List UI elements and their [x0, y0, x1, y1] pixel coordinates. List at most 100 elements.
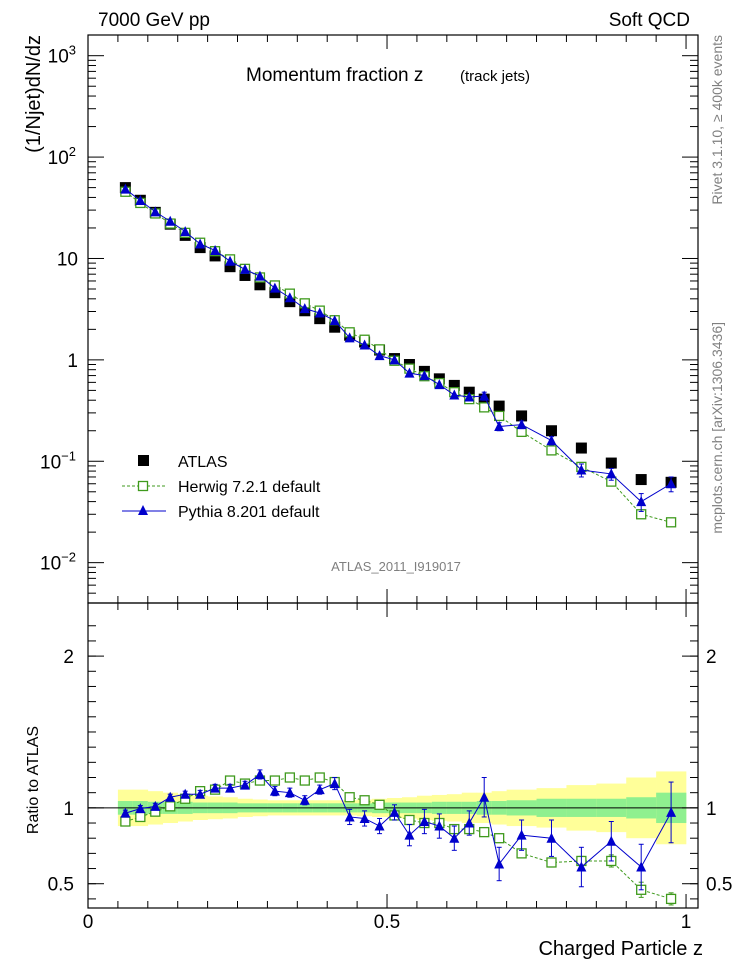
ratio-point-pythia: [606, 835, 617, 846]
legend-label-pythia: Pythia 8.201 default: [178, 504, 320, 521]
main-point-atlas: [575, 442, 587, 454]
main-point-pythia: [359, 339, 370, 350]
ratio-point-pythia: [419, 816, 430, 827]
main-point-pythia: [434, 379, 445, 390]
ratio-point-pythia: [576, 861, 587, 872]
ratio-point-pythia: [269, 785, 280, 796]
ratio-ytick-label: 1: [63, 799, 74, 820]
main-point-pythia: [636, 496, 647, 507]
main-point-pythia: [374, 350, 385, 361]
ratio-point-pythia: [434, 820, 445, 831]
main-point-pythia: [254, 270, 265, 281]
main-point-pythia: [284, 292, 295, 303]
side-label-bottom: mcplots.cern.ch [arXiv:1306.3436]: [709, 322, 725, 534]
main-point-atlas: [314, 313, 326, 325]
ratio-point-pythia: [449, 832, 460, 843]
main-ytick-label: 10−2: [40, 550, 76, 575]
ratio-y-axis-label: Ratio to ATLAS: [25, 726, 42, 834]
ratio-xtick-label: 1: [681, 912, 692, 933]
main-point-pythia: [404, 367, 415, 378]
legend: ATLAS Herwig 7.2.1 default Pythia 8.201 …: [122, 454, 321, 521]
ratio-point-pythia: [314, 784, 325, 795]
main-point-pythia: [135, 195, 146, 206]
ratio-point-herwig: [404, 814, 415, 826]
ratio-ytick-label-right: 2: [706, 647, 717, 668]
main-ytick-label: 102: [48, 144, 76, 169]
ratio-point-herwig: [314, 772, 325, 783]
main-point-pythia: [344, 332, 355, 343]
main-point-atlas: [545, 425, 557, 437]
energy-label: 7000 GeV pp: [98, 10, 210, 31]
main-point-pythia: [299, 303, 310, 314]
ratio-ytick-label-right: 1: [706, 799, 717, 820]
ratio-point-pythia: [284, 787, 295, 798]
ratio-point-herwig: [359, 795, 370, 806]
ratio-frame: [87, 602, 699, 909]
process-label: Soft QCD: [609, 10, 690, 31]
ratio-point-herwig: [344, 792, 355, 803]
plot-title: Momentum fraction z: [246, 65, 423, 86]
main-point-pythia: [494, 421, 505, 432]
ratio-xtick-label: 0: [83, 912, 94, 933]
main-point-atlas: [224, 261, 236, 273]
ratio-point-herwig: [546, 857, 557, 868]
ratio-point-pythia: [464, 817, 475, 828]
main-point-herwig: [479, 402, 490, 413]
main-point-atlas: [269, 287, 281, 299]
main-point-pythia: [449, 389, 460, 400]
side-label-top: Rivet 3.1.10, ≥ 400k events: [709, 35, 725, 205]
legend-marker-atlas: [138, 455, 149, 466]
ratio-xtick-label: 0.5: [374, 912, 400, 933]
ratio-point-pythia: [120, 807, 131, 818]
ratio-point-pythia: [329, 778, 340, 789]
ratio-point-pythia: [359, 812, 370, 823]
ratio-ytick-label-right: 0.5: [706, 875, 732, 896]
ratio-point-pythia: [546, 832, 557, 843]
ratio-point-herwig: [165, 801, 176, 812]
main-point-pythia: [389, 354, 400, 365]
ratio-line-pythia: [125, 773, 672, 868]
ratio-ytick-label: 2: [63, 647, 74, 668]
main-point-atlas: [329, 321, 341, 333]
ratio-point-herwig: [299, 775, 310, 786]
legend-marker-pythia: [138, 505, 148, 515]
main-point-pythia: [606, 468, 617, 479]
main-point-herwig: [546, 445, 557, 456]
main-point-pythia: [225, 255, 236, 266]
ratio-point-herwig: [135, 811, 146, 823]
ratio-point-pythia: [344, 811, 355, 822]
main-point-pythia: [479, 390, 490, 401]
main-point-atlas: [448, 379, 460, 391]
main-point-pythia: [314, 307, 325, 318]
main-point-pythia: [546, 435, 557, 446]
ratio-point-pythia: [404, 829, 415, 840]
main-point-atlas: [239, 269, 251, 281]
main-point-pythia: [210, 244, 221, 255]
plot-title-suffix: (track jets): [460, 68, 530, 85]
legend-marker-herwig: [137, 480, 149, 492]
ratio-panel: 0.5 0.5 1 1 2 2 0 0.5 1 Ratio to ATLAS Charged P…: [25, 602, 732, 960]
ratio-point-pythia: [374, 820, 385, 831]
main-point-atlas: [493, 400, 505, 412]
x-axis-label: Charged Particle z: [538, 938, 703, 960]
main-point-pythia: [239, 263, 250, 274]
ratio-point-pythia: [195, 788, 206, 799]
main-point-pythia: [516, 419, 527, 430]
main-point-pythia: [269, 282, 280, 293]
ratio-point-pythia: [666, 806, 677, 817]
main-point-pythia: [120, 183, 131, 194]
main-y-axis-label: (1/Njet)dN/dz: [23, 35, 45, 153]
ratio-point-pythia: [165, 791, 176, 802]
ratio-point-pythia: [135, 803, 146, 814]
ratio-point-herwig: [374, 799, 385, 810]
ratio-point-pythia: [150, 800, 161, 811]
main-point-atlas: [605, 457, 617, 469]
ratio-point-pythia: [254, 768, 265, 779]
main-point-herwig: [665, 517, 677, 528]
ratio-point-pythia: [494, 858, 505, 869]
legend-label-herwig: Herwig 7.2.1 default: [178, 479, 321, 496]
ratio-point-herwig: [479, 826, 490, 838]
ratio-point-pythia: [225, 782, 236, 793]
